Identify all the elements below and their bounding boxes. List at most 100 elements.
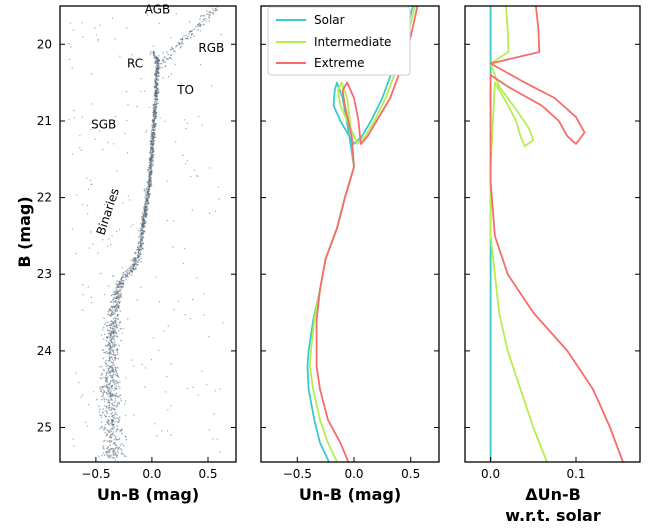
star-point — [115, 293, 118, 295]
star-point — [118, 302, 121, 305]
star-point — [166, 57, 169, 60]
star-point — [112, 452, 115, 455]
star-point — [112, 301, 114, 304]
star-point — [151, 147, 154, 149]
star-point — [88, 247, 91, 249]
star-point — [106, 447, 108, 450]
star-point — [98, 408, 101, 411]
star-point — [206, 13, 208, 15]
star-point — [154, 80, 157, 82]
star-point — [198, 23, 201, 25]
star-point — [117, 447, 120, 450]
star-point — [131, 265, 133, 267]
star-point — [141, 224, 144, 227]
panel-cmd: AGB RGB RC TO SGB Binaries 20 21 22 23 24 25 −0.5 0.0… — [37, 3, 237, 481]
star-point — [106, 406, 108, 408]
star-point — [146, 14, 149, 16]
star-point — [152, 126, 155, 129]
star-point — [199, 18, 201, 20]
star-point — [111, 331, 113, 333]
star-point — [73, 117, 76, 119]
star-point — [126, 273, 129, 275]
star-point — [112, 378, 114, 381]
star-point — [132, 259, 134, 261]
star-point — [148, 185, 150, 188]
star-point — [128, 267, 131, 270]
star-point — [111, 408, 113, 411]
star-point — [117, 296, 119, 299]
star-point — [214, 7, 217, 10]
star-point — [110, 374, 112, 377]
star-point — [129, 269, 132, 272]
star-point — [119, 394, 122, 397]
star-point — [75, 372, 77, 374]
star-point — [102, 239, 104, 241]
star-point — [111, 387, 113, 390]
star-point — [153, 102, 156, 104]
star-point — [80, 396, 83, 398]
star-point — [167, 325, 169, 327]
star-point — [151, 111, 154, 114]
star-point — [114, 297, 116, 300]
star-point — [153, 160, 155, 163]
star-point — [155, 112, 157, 114]
star-point — [81, 309, 84, 311]
star-point — [111, 385, 113, 388]
star-point — [148, 193, 151, 196]
star-point — [94, 138, 97, 140]
star-point — [163, 56, 166, 59]
star-point — [110, 356, 113, 358]
annotation-binaries: Binaries — [94, 186, 122, 236]
star-point — [142, 215, 145, 218]
star-point — [144, 386, 146, 388]
star-point — [99, 24, 101, 26]
star-point — [109, 383, 111, 386]
star-point — [149, 151, 151, 154]
star-point — [103, 370, 105, 372]
star-point — [109, 308, 111, 311]
star-point — [154, 87, 156, 89]
star-point — [164, 120, 166, 123]
star-point — [118, 416, 121, 419]
star-point — [103, 317, 105, 320]
star-point — [71, 228, 74, 230]
star-point — [113, 404, 116, 407]
star-point — [130, 226, 132, 228]
star-point — [110, 413, 112, 415]
star-point — [127, 318, 129, 320]
star-point — [149, 158, 151, 161]
star-point — [112, 328, 114, 331]
star-point — [150, 185, 153, 187]
star-point — [140, 222, 142, 225]
star-point — [109, 448, 112, 450]
star-point — [197, 394, 199, 396]
star-point — [92, 243, 94, 245]
star-point — [126, 268, 129, 271]
star-point — [107, 450, 109, 452]
star-point — [87, 213, 89, 215]
star-point — [114, 312, 116, 315]
star-point — [184, 119, 186, 121]
star-point — [158, 55, 160, 57]
star-point — [104, 432, 106, 434]
star-point — [154, 60, 156, 62]
star-point — [97, 252, 99, 254]
star-point — [156, 68, 158, 70]
star-point — [210, 85, 213, 87]
star-point — [222, 48, 224, 50]
star-point — [208, 167, 211, 169]
star-point — [208, 429, 211, 431]
star-point — [112, 451, 114, 453]
star-point — [111, 419, 113, 422]
star-point — [161, 430, 163, 432]
star-point — [144, 206, 146, 209]
star-point — [100, 390, 102, 393]
star-point — [155, 98, 157, 101]
star-point — [142, 217, 145, 219]
star-point — [208, 20, 210, 22]
star-point — [95, 34, 98, 36]
star-point — [100, 414, 103, 417]
star-point — [150, 167, 153, 169]
star-point — [112, 428, 115, 431]
star-point — [116, 286, 118, 289]
